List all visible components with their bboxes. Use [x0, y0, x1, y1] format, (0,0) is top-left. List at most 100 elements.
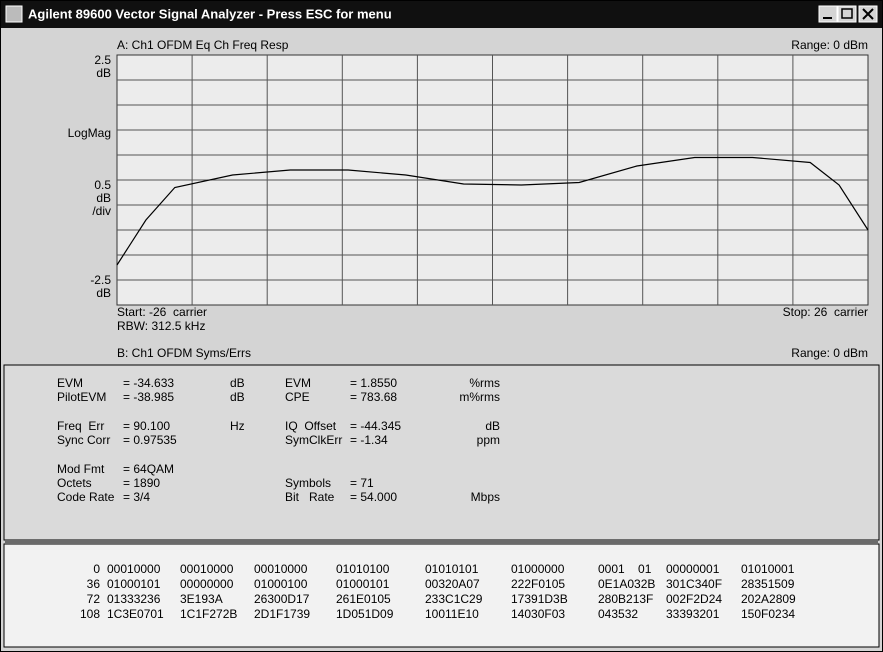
- hex-cell: 01000000: [511, 562, 565, 576]
- measure-value: = 0.97535: [123, 433, 177, 447]
- measure-value: = 64QAM: [123, 462, 174, 476]
- hex-cell: 0E1A032B: [598, 577, 655, 591]
- measure-name: EVM: [285, 376, 311, 390]
- hex-cell: 2D1F1739: [254, 607, 310, 621]
- hex-cell: 00010000: [254, 562, 308, 576]
- hex-cell: 01010001: [741, 562, 795, 576]
- hex-cell: 01010100: [336, 562, 390, 576]
- measure-name: CPE: [285, 390, 310, 404]
- y-top-unit: dB: [96, 66, 111, 80]
- measure-unit: dB: [230, 390, 245, 404]
- hex-cell: 00320A07: [425, 577, 480, 591]
- measure-value: = 1.8550: [350, 376, 397, 390]
- measure-name: Mod Fmt: [57, 462, 105, 476]
- range-label: Range: 0 dBm: [791, 38, 868, 52]
- y-scale-unit: dB: [96, 191, 111, 205]
- hex-cell: 261E0105: [336, 592, 391, 606]
- panel-label: A: Ch1 OFDM Eq Ch Freq Resp: [117, 38, 289, 52]
- hex-cell: 00010000: [107, 562, 161, 576]
- y-top-value: 2.5: [94, 53, 111, 67]
- minimize-button[interactable]: [818, 5, 838, 23]
- y-scale-value: 0.5: [94, 178, 111, 192]
- measure-unit: m%rms: [459, 390, 500, 404]
- panel-label: B: Ch1 OFDM Syms/Errs: [117, 346, 251, 360]
- hex-cell: 301C340F: [666, 577, 722, 591]
- measure-unit: dB: [230, 376, 245, 390]
- close-icon: [862, 8, 874, 20]
- hex-cell: 043532: [598, 607, 638, 621]
- hex-cell: 280B213F: [598, 592, 653, 606]
- measure-value: = 783.68: [350, 390, 397, 404]
- hex-cell: 1C3E0701: [107, 607, 164, 621]
- hex-box: [3, 543, 880, 648]
- hex-cell: 222F0105: [511, 577, 565, 591]
- hex-cell: 002F2D24: [666, 592, 722, 606]
- hex-cell: 28351509: [741, 577, 795, 591]
- measure-name: Symbols: [285, 476, 331, 490]
- measure-value: = 71: [350, 476, 374, 490]
- hex-cell: 0001 01: [598, 562, 652, 576]
- stop-label: Stop: 26 carrier: [783, 305, 868, 319]
- window-buttons: [818, 5, 878, 23]
- measure-value: = 90.100: [123, 419, 170, 433]
- rbw-label: RBW: 312.5 kHz: [117, 319, 205, 333]
- hex-cell: 10011E10: [425, 607, 479, 621]
- measure-value: = -1.34: [350, 433, 388, 447]
- measure-name: SymClkErr: [285, 433, 342, 447]
- y-bottom-value: -2.5: [90, 273, 111, 287]
- measure-box: [3, 364, 880, 541]
- hex-cell: 3E193A: [180, 592, 223, 606]
- hex-cell: 202A2809: [741, 592, 796, 606]
- app-icon: [5, 5, 23, 23]
- measure-name: PilotEVM: [57, 390, 106, 404]
- start-label: Start: -26 carrier: [117, 305, 207, 319]
- measure-name: Bit Rate: [285, 490, 335, 504]
- hex-cell: 1D051D09: [336, 607, 394, 621]
- hex-cell: 01000101: [107, 577, 161, 591]
- measure-name: IQ Offset: [285, 419, 337, 433]
- y-scale-div: /div: [92, 204, 111, 218]
- hex-cell: 33393201: [666, 607, 720, 621]
- window-title: Agilent 89600 Vector Signal Analyzer - P…: [28, 6, 392, 21]
- measure-name: Octets: [57, 476, 92, 490]
- hex-cell: 00010000: [180, 562, 234, 576]
- hex-cell: 26300D17: [254, 592, 310, 606]
- hex-offset: 108: [80, 607, 100, 621]
- hex-cell: 00000001: [666, 562, 720, 576]
- measure-value: = 1890: [123, 476, 160, 490]
- measure-name: Sync Corr: [57, 433, 110, 447]
- hex-offset: 72: [87, 592, 101, 606]
- hex-offset: 0: [93, 562, 100, 576]
- hex-cell: 01333236: [107, 592, 161, 606]
- measure-unit: dB: [485, 419, 500, 433]
- hex-cell: 17391D3B: [511, 592, 568, 606]
- maximize-icon: [841, 8, 853, 19]
- hex-cell: 14030F03: [511, 607, 565, 621]
- measure-unit: Hz: [230, 419, 245, 433]
- hex-cell: 01000101: [336, 577, 390, 591]
- measure-value: = -38.985: [123, 390, 174, 404]
- measure-name: Freq Err: [57, 419, 104, 433]
- title-bar: [1, 1, 882, 28]
- measure-value: = -34.633: [123, 376, 174, 390]
- hex-cell: 01010101: [425, 562, 479, 576]
- range-label: Range: 0 dBm: [791, 346, 868, 360]
- hex-cell: 01000100: [254, 577, 308, 591]
- measure-unit: ppm: [477, 433, 500, 447]
- trace-line: [116, 156, 869, 266]
- measure-value: = -44.345: [350, 419, 401, 433]
- hex-cell: 00000000: [180, 577, 234, 591]
- y-scale-type: LogMag: [68, 126, 111, 140]
- measure-value: = 3/4: [123, 490, 150, 504]
- hex-offset: 36: [87, 577, 101, 591]
- measure-name: EVM: [57, 376, 83, 390]
- measure-unit: %rms: [469, 376, 500, 390]
- hex-cell: 150F0234: [741, 607, 795, 621]
- measure-value: = 54.000: [350, 490, 397, 504]
- measure-unit: Mbps: [471, 490, 500, 504]
- measure-name: Code Rate: [57, 490, 115, 504]
- hex-cell: 233C1C29: [425, 592, 483, 606]
- hex-cell: 1C1F272B: [180, 607, 237, 621]
